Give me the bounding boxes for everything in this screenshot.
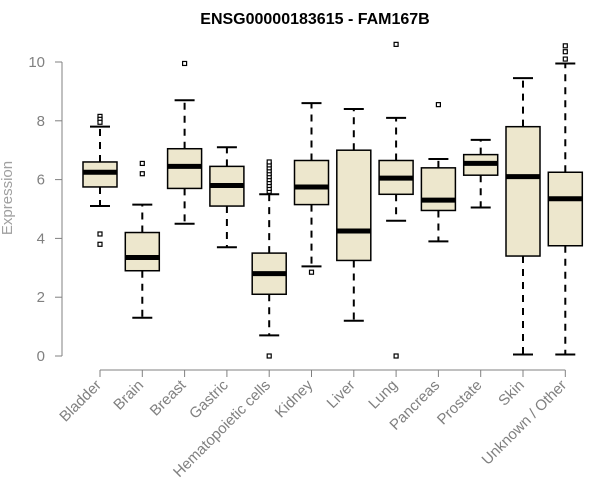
box-brain	[124, 160, 161, 319]
outlier-point	[97, 241, 103, 247]
outlier-point	[266, 159, 272, 165]
box-skin	[505, 77, 541, 356]
outlier-point	[139, 171, 145, 177]
box-lung	[378, 41, 414, 359]
box-breast	[166, 60, 203, 225]
y-tick-label: 2	[37, 289, 45, 306]
boxes-group	[82, 41, 584, 359]
box-body	[124, 231, 161, 272]
box-bladder	[82, 113, 118, 247]
box-body	[336, 149, 372, 262]
box-body	[293, 159, 330, 206]
outlier-point	[97, 119, 103, 125]
outlier-point	[562, 56, 568, 62]
y-axis: 0 2 4 6 8 10	[28, 54, 63, 365]
x-tick-label: Bladder	[56, 377, 105, 426]
box-prostate	[462, 138, 499, 209]
box-body	[547, 171, 584, 247]
chart-title: ENSG00000183615 - FAM167B	[200, 11, 429, 28]
x-tick-label: Brain	[110, 377, 147, 414]
outlier-point	[182, 60, 188, 67]
outlier-point	[562, 49, 568, 55]
outlier-point	[266, 353, 272, 359]
box-body	[420, 167, 457, 212]
box-pancreas	[420, 102, 457, 243]
box-gastric	[209, 146, 245, 249]
y-tick-label: 0	[37, 348, 45, 365]
outlier-point	[562, 43, 568, 49]
outlier-point	[97, 231, 103, 237]
x-tick-label: Breast	[147, 376, 190, 419]
outlier-point	[308, 269, 315, 275]
y-tick-label: 6	[37, 172, 45, 189]
y-tick-label: 8	[37, 113, 45, 130]
x-tick-label: Lung	[365, 377, 401, 413]
box-body	[505, 125, 541, 257]
y-tick-label: 10	[28, 54, 45, 71]
outlier-point	[393, 41, 399, 47]
box-liver	[336, 108, 372, 322]
x-tick-label: Prostate	[434, 377, 486, 429]
y-axis-label: Expression	[0, 161, 16, 235]
box-kidney	[293, 102, 330, 275]
x-tick-label: Skin	[495, 377, 528, 410]
outlier-point	[435, 102, 441, 108]
outlier-point	[139, 160, 145, 167]
y-tick-label: 4	[37, 230, 45, 247]
x-tick-label: Kidney	[272, 376, 317, 421]
box-unknown-other	[547, 43, 584, 356]
x-tick-label: Liver	[324, 377, 359, 412]
outlier-point	[393, 353, 399, 359]
box-hematopoietic-cells	[251, 159, 287, 359]
